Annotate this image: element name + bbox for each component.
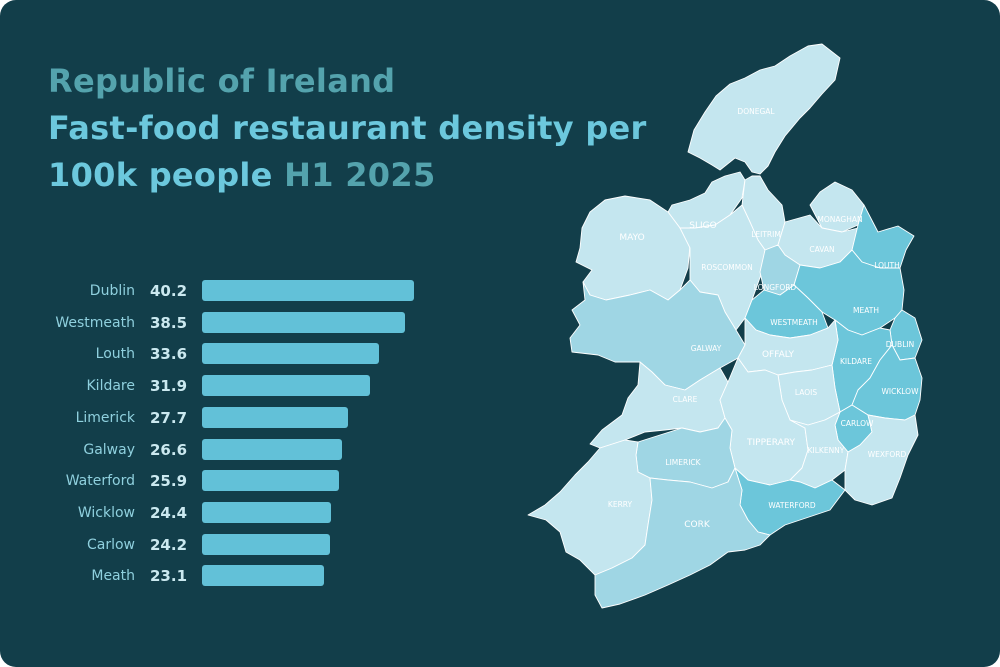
label-donegal: DONEGAL bbox=[737, 107, 775, 116]
county-kerry bbox=[527, 439, 653, 576]
bar-label: Louth bbox=[95, 346, 135, 363]
bar-label: Carlow bbox=[86, 536, 135, 553]
label-tipperary: TIPPERARY bbox=[746, 438, 795, 448]
bar-label: Dublin bbox=[89, 283, 135, 299]
label-dublin: DUBLIN bbox=[886, 340, 914, 349]
label-clare: CLARE bbox=[673, 395, 698, 404]
label-laois: LAOIS bbox=[795, 388, 817, 397]
county-labels: DONEGAL SLIGO LEITRIM MONAGHAN MAYO CAVA… bbox=[608, 107, 919, 530]
title-line-3a: 100k people bbox=[48, 156, 273, 194]
bar-label: Waterford bbox=[65, 473, 135, 490]
bar-value: 38.5 bbox=[150, 313, 188, 332]
bar-value: 26.6 bbox=[150, 440, 188, 459]
bar bbox=[202, 406, 349, 428]
bar bbox=[202, 565, 324, 587]
title-line-3b: H1 2025 bbox=[284, 156, 436, 194]
title-line-1: Republic of Ireland bbox=[48, 62, 396, 100]
label-roscommon: ROSCOMMON bbox=[701, 263, 752, 272]
label-monaghan: MONAGHAN bbox=[817, 215, 862, 224]
county-wexford bbox=[844, 414, 919, 506]
bar-label: Limerick bbox=[75, 409, 135, 426]
county-donegal bbox=[687, 43, 841, 175]
label-cork: CORK bbox=[684, 520, 711, 530]
label-kildare: KILDARE bbox=[840, 357, 872, 366]
county-galway bbox=[569, 279, 746, 391]
label-louth: LOUTH bbox=[874, 261, 900, 270]
bar bbox=[202, 343, 380, 365]
bar-value: 33.6 bbox=[150, 345, 188, 364]
bar-value: 23.1 bbox=[150, 567, 188, 586]
bar-value: 27.7 bbox=[150, 408, 188, 427]
county-kilkenny bbox=[789, 411, 849, 489]
bar-value: 31.9 bbox=[150, 377, 188, 396]
bar-label: Westmeath bbox=[55, 314, 135, 331]
bar-label: Galway bbox=[83, 441, 135, 458]
bar-label: Kildare bbox=[86, 378, 136, 395]
label-longford: LONGFORD bbox=[754, 283, 797, 292]
bar-value: 40.2 bbox=[150, 282, 188, 300]
bar bbox=[202, 501, 331, 523]
bar-label: Wicklow bbox=[77, 504, 135, 521]
label-meath: MEATH bbox=[853, 306, 879, 315]
label-wicklow: WICKLOW bbox=[881, 387, 919, 396]
chart-title: Republic of Ireland Fast-food restaurant… bbox=[48, 58, 647, 199]
bar bbox=[202, 280, 414, 301]
title-line-2: Fast-food restaurant density per bbox=[48, 109, 647, 147]
bar-value: 24.2 bbox=[150, 535, 188, 554]
bar bbox=[202, 533, 330, 555]
label-westmeath: WESTMEATH bbox=[770, 318, 817, 327]
bar bbox=[202, 311, 406, 333]
label-waterford: WATERFORD bbox=[768, 501, 816, 510]
label-offaly: OFFALY bbox=[762, 350, 795, 360]
bar-label: Meath bbox=[91, 568, 135, 585]
bar bbox=[202, 375, 371, 397]
label-kerry: KERRY bbox=[608, 500, 633, 509]
label-cavan: CAVAN bbox=[809, 245, 834, 254]
bar bbox=[202, 438, 343, 460]
label-wexford: WEXFORD bbox=[868, 450, 907, 459]
bar-value: 24.4 bbox=[150, 503, 188, 522]
bar bbox=[202, 470, 339, 492]
bar-value: 25.9 bbox=[150, 472, 188, 491]
county-cork bbox=[594, 467, 771, 609]
label-galway: GALWAY bbox=[691, 344, 722, 353]
label-limerick: LIMERICK bbox=[665, 458, 701, 467]
label-carlow: CARLOW bbox=[841, 419, 874, 428]
label-kilkenny: KILKENNY bbox=[808, 446, 845, 455]
label-leitrim: LEITRIM bbox=[751, 230, 781, 239]
label-sligo: SLIGO bbox=[689, 221, 716, 231]
label-mayo: MAYO bbox=[619, 233, 644, 243]
